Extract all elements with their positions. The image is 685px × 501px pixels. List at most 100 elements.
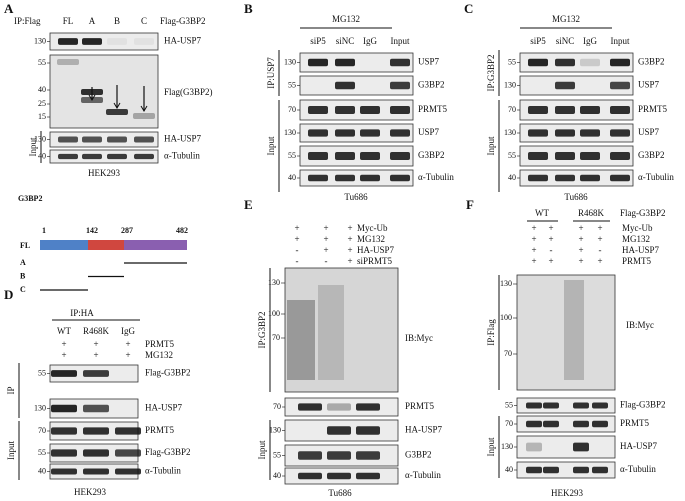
lane-label: siP5 xyxy=(530,36,546,46)
band xyxy=(335,152,355,160)
smear xyxy=(564,280,584,380)
condition-name: MG132 xyxy=(145,350,173,360)
marker: 55 xyxy=(288,80,296,89)
band xyxy=(580,129,600,137)
sign: + xyxy=(93,339,98,349)
band xyxy=(528,129,548,137)
vertical-label: Input xyxy=(28,137,38,156)
lane-label: siP5 xyxy=(310,36,326,46)
row-name: Flag(G3BP2) xyxy=(164,87,213,97)
band xyxy=(526,442,542,452)
sign: + xyxy=(578,234,583,244)
panel-label: F xyxy=(466,197,474,212)
condition-name: HA-USP7 xyxy=(357,245,395,255)
marker: 130 xyxy=(268,278,280,287)
lane-label: Input xyxy=(391,36,410,46)
row-name: Flag-G3BP2 xyxy=(145,368,191,378)
label: Tu686 xyxy=(328,488,352,498)
lane-label: siNC xyxy=(556,36,575,46)
sign: + xyxy=(61,339,66,349)
sign: + xyxy=(347,234,352,244)
lane-label: R468K xyxy=(83,326,110,336)
band xyxy=(51,449,77,457)
band xyxy=(610,129,630,137)
band xyxy=(51,404,77,413)
marker: 55 xyxy=(508,57,516,66)
row-name: HA-USP7 xyxy=(405,425,443,435)
row-name: HA-USP7 xyxy=(164,134,202,144)
row-name: USP7 xyxy=(638,80,660,90)
domain xyxy=(124,240,187,250)
row-name: PRMT5 xyxy=(638,104,668,114)
marker: 55 xyxy=(38,448,46,457)
marker: 130 xyxy=(34,134,46,143)
band xyxy=(360,152,380,160)
condition-name: siPRMT5 xyxy=(357,256,393,266)
row-name: α-Tubulin xyxy=(164,151,200,161)
sign: + xyxy=(323,234,328,244)
label: IB:Myc xyxy=(405,333,433,343)
band xyxy=(356,451,380,460)
marker: 70 xyxy=(504,349,512,358)
marker: 40 xyxy=(38,466,46,475)
sign: + xyxy=(597,234,602,244)
panel-label: E xyxy=(244,197,253,212)
band xyxy=(555,81,575,90)
label: 1 xyxy=(42,226,46,235)
row-name: α-Tubulin xyxy=(638,172,674,182)
label: A xyxy=(20,258,26,267)
band xyxy=(82,136,102,143)
band xyxy=(356,403,380,411)
row-name: G3BP2 xyxy=(418,80,445,90)
band xyxy=(327,426,351,435)
panel-label: B xyxy=(244,1,253,16)
band xyxy=(390,106,410,114)
vertical-label: IP:G3BP2 xyxy=(257,311,267,348)
label: C xyxy=(20,285,26,294)
group-label: R468K xyxy=(578,208,605,218)
sign: + xyxy=(548,234,553,244)
band xyxy=(83,370,109,377)
lane-label: IgG xyxy=(363,36,377,46)
label: IP:Flag xyxy=(14,16,41,26)
band xyxy=(580,152,600,160)
marker: 15 xyxy=(38,112,46,121)
sign: + xyxy=(347,223,352,233)
band xyxy=(82,153,102,160)
band xyxy=(610,174,630,182)
vertical-label: Input xyxy=(486,437,496,456)
band xyxy=(335,58,355,67)
lane-label: siNC xyxy=(336,36,355,46)
row-name: G3BP2 xyxy=(638,57,665,67)
vertical-label: Input xyxy=(486,136,496,155)
band xyxy=(555,106,575,114)
marker: 40 xyxy=(288,173,296,182)
vertical-label: Input xyxy=(6,441,16,460)
band xyxy=(360,129,380,137)
vertical-label: Input xyxy=(266,136,276,155)
blot xyxy=(284,267,399,393)
band xyxy=(327,403,351,411)
marker: 70 xyxy=(38,426,46,435)
row-name: USP7 xyxy=(418,127,440,137)
lane-label: B xyxy=(114,16,120,26)
marker: 70 xyxy=(288,105,296,114)
sign: + xyxy=(61,350,66,360)
band xyxy=(107,136,127,143)
band xyxy=(57,59,79,65)
band xyxy=(573,466,589,474)
group-label: WT xyxy=(535,208,549,218)
marker: 55 xyxy=(505,400,513,409)
sign: + xyxy=(93,350,98,360)
marker: 40 xyxy=(508,173,516,182)
row-name: G3BP2 xyxy=(418,150,445,160)
row-name: α-Tubulin xyxy=(418,172,454,182)
band xyxy=(543,420,559,428)
label: 482 xyxy=(176,226,188,235)
marker: 70 xyxy=(505,419,513,428)
marker: 55 xyxy=(273,450,281,459)
sign: - xyxy=(599,245,602,255)
sign: + xyxy=(531,234,536,244)
condition-name: PRMT5 xyxy=(622,256,652,266)
band xyxy=(58,38,78,45)
